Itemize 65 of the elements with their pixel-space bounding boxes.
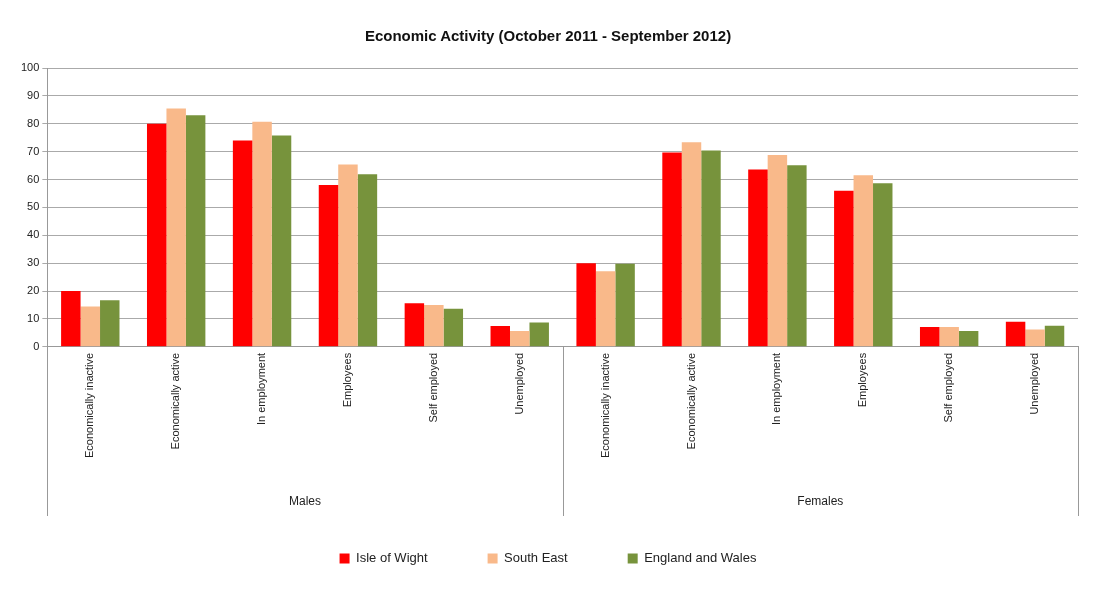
x-tick-label: Self employed (426, 352, 439, 423)
x-tick-label: Unemployed (512, 352, 525, 415)
bar (443, 308, 464, 347)
bar (853, 175, 874, 347)
x-tick-label: In employment (255, 352, 268, 425)
bar (100, 300, 120, 347)
text: Males (289, 494, 322, 509)
x-tick-label: Self employed (942, 352, 955, 423)
bar (271, 135, 292, 347)
y-tick-label: 60 (27, 172, 40, 185)
y-tick-label: 0 (33, 339, 40, 352)
x-tick-label: Employees (856, 352, 869, 408)
y-tick-label: 80 (27, 116, 40, 129)
x-tick-label: Employees (340, 352, 353, 408)
bar (873, 183, 893, 347)
bar (767, 155, 788, 347)
bar (490, 325, 510, 347)
bar (61, 291, 81, 347)
bar (232, 140, 253, 347)
y-tick-label: 100 (20, 61, 40, 74)
bar (834, 190, 854, 347)
legend-label: England and Wales (644, 550, 757, 566)
bar (1025, 329, 1045, 347)
bar (338, 164, 358, 347)
bar (404, 303, 425, 347)
bar (318, 185, 339, 347)
x-tick-label: Economically active (169, 352, 182, 450)
y-tick-label: 50 (27, 200, 40, 213)
bar (939, 327, 959, 347)
y-tick-label: 20 (27, 284, 40, 297)
bar (146, 123, 167, 347)
legend-label: South East (504, 550, 569, 566)
x-tick-label: Economically inactive (598, 352, 611, 458)
x-tick-label: Economically active (684, 352, 697, 450)
y-tick-label: 10 (27, 311, 40, 324)
x-tick-label: Economically inactive (83, 352, 96, 458)
bar (919, 327, 940, 347)
bar (615, 263, 635, 347)
y-tick-label: 40 (27, 228, 40, 241)
bar (595, 271, 616, 347)
bar (424, 305, 444, 347)
chart-title: Economic Activity (October 2011 - September 2012) (364, 27, 732, 45)
bar (357, 174, 378, 347)
bar (166, 108, 186, 347)
bar (701, 150, 721, 347)
bar (1044, 325, 1065, 347)
legend-label: Isle of Wight (356, 550, 428, 566)
x-tick-label: Unemployed (1028, 352, 1041, 415)
bar (1005, 321, 1026, 347)
y-tick-label: 70 (27, 144, 40, 157)
bar (529, 322, 549, 347)
bar (748, 169, 768, 347)
bar (80, 306, 101, 347)
bar (681, 142, 702, 347)
y-tick-label: 30 (27, 256, 40, 269)
bar (252, 121, 272, 347)
x-tick-label: In employment (770, 352, 783, 425)
bar (185, 115, 206, 347)
y-tick-label: 90 (27, 88, 40, 101)
bar (787, 165, 807, 347)
text: Females (797, 494, 844, 509)
bar (958, 330, 979, 347)
bar (576, 263, 596, 347)
bar (510, 330, 530, 347)
bar (662, 152, 682, 347)
